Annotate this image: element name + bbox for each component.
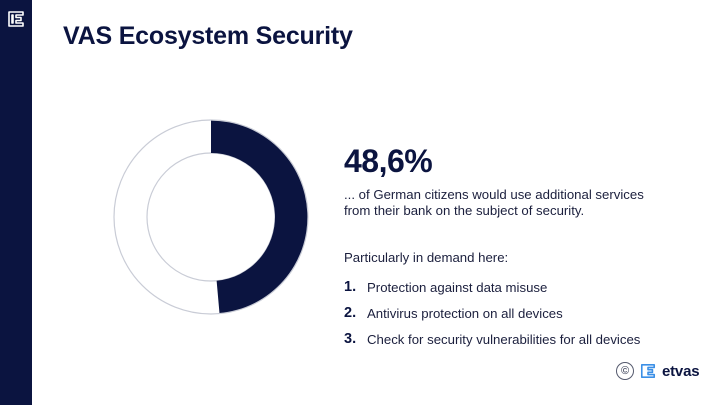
stat-value: 48,6% (344, 143, 433, 179)
donut-chart (110, 116, 312, 318)
left-sidebar-bar (0, 0, 32, 405)
etvas-logo-icon (8, 11, 24, 27)
demand-heading: Particularly in demand here: (344, 250, 509, 265)
list-item: 3. Check for security vulnerabilities fo… (344, 326, 684, 352)
list-item: 2. Antivirus protection on all devices (344, 300, 684, 326)
copyright-icon: © (616, 362, 634, 380)
etvas-logo-icon (640, 363, 656, 379)
donut-svg (113, 119, 309, 315)
list-item-number: 3. (344, 331, 357, 347)
list-item-text: Check for security vulnerabilities for a… (367, 331, 641, 347)
list-item-number: 2. (344, 305, 357, 321)
donut-filled-segment (211, 120, 308, 314)
brand-name: etvas (662, 362, 700, 380)
demand-list: 1. Protection against data misuse 2. Ant… (344, 274, 684, 352)
slide-title: VAS Ecosystem Security (63, 22, 353, 50)
stat-description: ... of German citizens would use additio… (344, 187, 644, 218)
footer-logos: © etvas (616, 360, 700, 382)
list-item-number: 1. (344, 279, 357, 295)
donut-ring-outline (113, 119, 309, 315)
list-item-text: Protection against data misuse (367, 279, 548, 295)
list-item-text: Antivirus protection on all devices (367, 305, 563, 321)
donut-inner-outline (146, 152, 276, 282)
list-item: 1. Protection against data misuse (344, 274, 684, 300)
